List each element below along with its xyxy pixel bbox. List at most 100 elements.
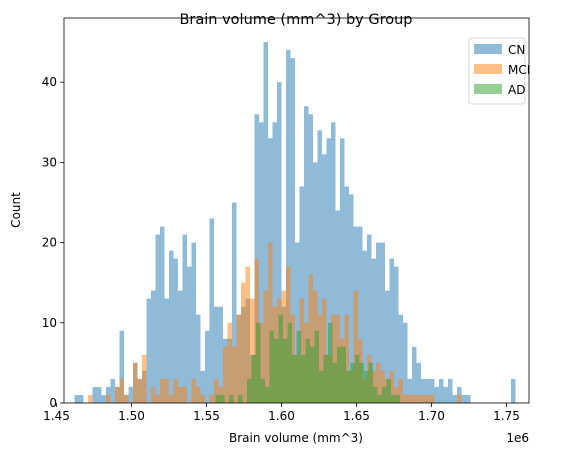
bar-mci-10 (133, 362, 138, 403)
bars-layer (74, 42, 516, 404)
bar-mci-23 (191, 378, 196, 403)
bar-cn-1 (79, 394, 84, 403)
bar-cn-66 (371, 258, 376, 404)
bar-cn-24 (182, 234, 187, 403)
bar-cn-70 (389, 258, 394, 404)
bar-cn-32 (218, 306, 223, 403)
bar-mci-24 (196, 386, 201, 403)
bar-mci-38 (259, 322, 264, 403)
bar-cn-8 (110, 378, 115, 403)
bar-cn-41 (259, 122, 264, 404)
bar-cn-45 (277, 82, 282, 404)
bar-cn-42 (263, 42, 268, 404)
bar-cn-81 (439, 378, 444, 403)
bar-ad-12 (269, 330, 274, 403)
bar-cn-68 (380, 242, 385, 403)
bar-mci-39 (263, 290, 268, 403)
y-tick-label: 0 (49, 396, 57, 410)
bar-ad-30 (350, 362, 355, 403)
y-axis-label: Count (9, 192, 23, 228)
bar-mci-59 (353, 290, 358, 403)
plot-frame (63, 17, 530, 404)
bar-mci-70 (403, 394, 408, 403)
bar-cn-54 (317, 130, 322, 404)
bar-mci-72 (412, 394, 417, 403)
bar-cn-83 (448, 378, 453, 403)
bar-ad-5 (238, 394, 243, 403)
bar-mci-73 (416, 394, 421, 403)
x-tick-label: 1.70 (418, 409, 445, 423)
bar-cn-74 (407, 378, 412, 403)
bar-cn-40 (254, 114, 259, 403)
bar-ad-34 (368, 362, 373, 403)
bar-mci-7 (119, 378, 124, 403)
bar-mci-12 (142, 354, 147, 404)
bar-cn-51 (304, 106, 309, 403)
x-tick-label: 1.55 (193, 409, 220, 423)
bar-ad-36 (377, 394, 382, 403)
legend-label-ad: AD (508, 83, 525, 97)
chart-title: Brain volume (mm^3) by Group (179, 12, 412, 28)
bar-ad-29 (346, 370, 351, 403)
bar-ad-27 (337, 346, 342, 403)
bar-ad-26 (332, 362, 337, 403)
bar-mci-34 (241, 282, 246, 403)
bar-cn-97 (511, 378, 516, 403)
bar-mci-54 (331, 314, 336, 403)
bar-ad-0 (215, 394, 220, 403)
bar-mci-19 (173, 378, 178, 403)
bar-ad-32 (359, 362, 364, 403)
bar-cn-67 (376, 242, 381, 403)
bar-cn-21 (169, 250, 174, 403)
y-tick-label: 10 (42, 316, 57, 330)
bar-cn-78 (425, 378, 430, 403)
bar-ad-17 (292, 354, 297, 404)
bar-ad-1 (220, 394, 225, 403)
x-tick-label: 1.60 (268, 409, 295, 423)
bar-cn-64 (362, 250, 367, 403)
bar-cn-71 (394, 266, 399, 403)
bar-cn-76 (416, 362, 421, 403)
bar-ad-11 (265, 386, 270, 403)
x-axis-ticks: 1.45 1.50 1.55 1.60 1.65 1.70 1.75 (43, 403, 520, 423)
bar-cn-23 (178, 290, 183, 403)
bar-cn-7 (106, 386, 111, 403)
bar-mci-35 (245, 266, 250, 403)
bar-cn-22 (173, 258, 178, 404)
bar-cn-84 (452, 394, 457, 403)
bar-cn-86 (461, 394, 466, 403)
bar-mci-69 (398, 378, 403, 403)
bar-ad-38 (386, 378, 391, 403)
bar-mci-25 (200, 394, 205, 403)
legend: CN MCI AD (468, 37, 530, 105)
bar-cn-49 (295, 242, 300, 403)
bar-mci-28 (214, 378, 219, 403)
bar-mci-16 (160, 378, 165, 403)
bar-cn-75 (412, 346, 417, 403)
legend-label-cn: CN (508, 43, 525, 57)
bar-cn-17 (151, 290, 156, 403)
bar-mci-4 (106, 394, 111, 403)
x-tick-label: 1.65 (343, 409, 370, 423)
bar-ad-25 (328, 322, 333, 403)
bar-ad-20 (305, 338, 310, 403)
bar-cn-28 (200, 370, 205, 403)
bar-cn-80 (434, 386, 439, 403)
bar-mci-57 (344, 314, 349, 403)
bar-ad-7 (247, 378, 252, 403)
bar-cn-27 (196, 314, 201, 403)
y-axis-ticks: 0 10 20 30 40 (42, 75, 64, 410)
legend-swatch-ad (474, 84, 502, 94)
bar-cn-4 (92, 386, 97, 403)
bar-mci-0 (88, 394, 93, 403)
bar-ad-18 (296, 330, 301, 403)
x-tick-label: 1.50 (118, 409, 145, 423)
bar-mci-49 (308, 274, 313, 403)
bar-cn-5 (97, 386, 102, 403)
legend-label-mci: MCI (508, 63, 530, 77)
bar-cn-30 (209, 218, 214, 403)
bar-mci-68 (394, 386, 399, 403)
bar-ad-13 (274, 338, 279, 403)
y-tick-label: 40 (42, 75, 57, 89)
